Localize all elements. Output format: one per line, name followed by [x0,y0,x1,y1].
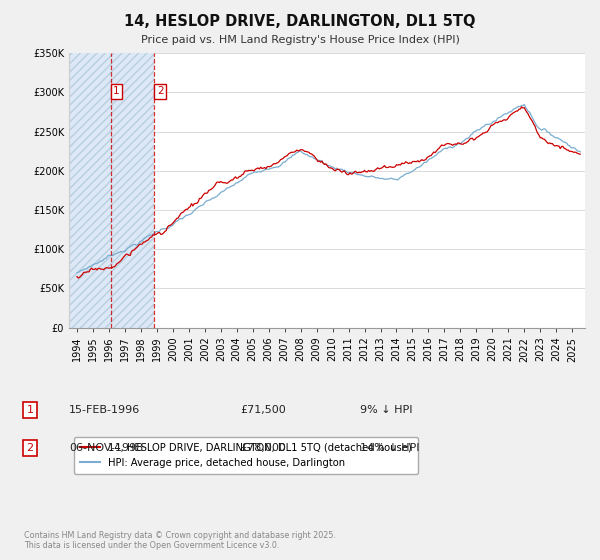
Text: 14% ↓ HPI: 14% ↓ HPI [360,443,419,453]
Bar [111,53,154,328]
Text: 2: 2 [26,443,34,453]
Bar [69,53,111,328]
Text: Price paid vs. HM Land Registry's House Price Index (HPI): Price paid vs. HM Land Registry's House … [140,35,460,45]
Text: 2: 2 [157,86,163,96]
Text: £71,500: £71,500 [240,405,286,415]
Text: 15-FEB-1996: 15-FEB-1996 [69,405,140,415]
Text: Contains HM Land Registry data © Crown copyright and database right 2025.
This d: Contains HM Land Registry data © Crown c… [24,530,336,550]
Text: 14, HESLOP DRIVE, DARLINGTON, DL1 5TQ: 14, HESLOP DRIVE, DARLINGTON, DL1 5TQ [124,14,476,29]
Text: 06-NOV-1998: 06-NOV-1998 [69,443,143,453]
Text: £78,000: £78,000 [240,443,286,453]
Text: 9% ↓ HPI: 9% ↓ HPI [360,405,413,415]
Text: 1: 1 [26,405,34,415]
Text: 1: 1 [113,86,120,96]
Legend: 14, HESLOP DRIVE, DARLINGTON, DL1 5TQ (detached house), HPI: Average price, deta: 14, HESLOP DRIVE, DARLINGTON, DL1 5TQ (d… [74,437,418,474]
